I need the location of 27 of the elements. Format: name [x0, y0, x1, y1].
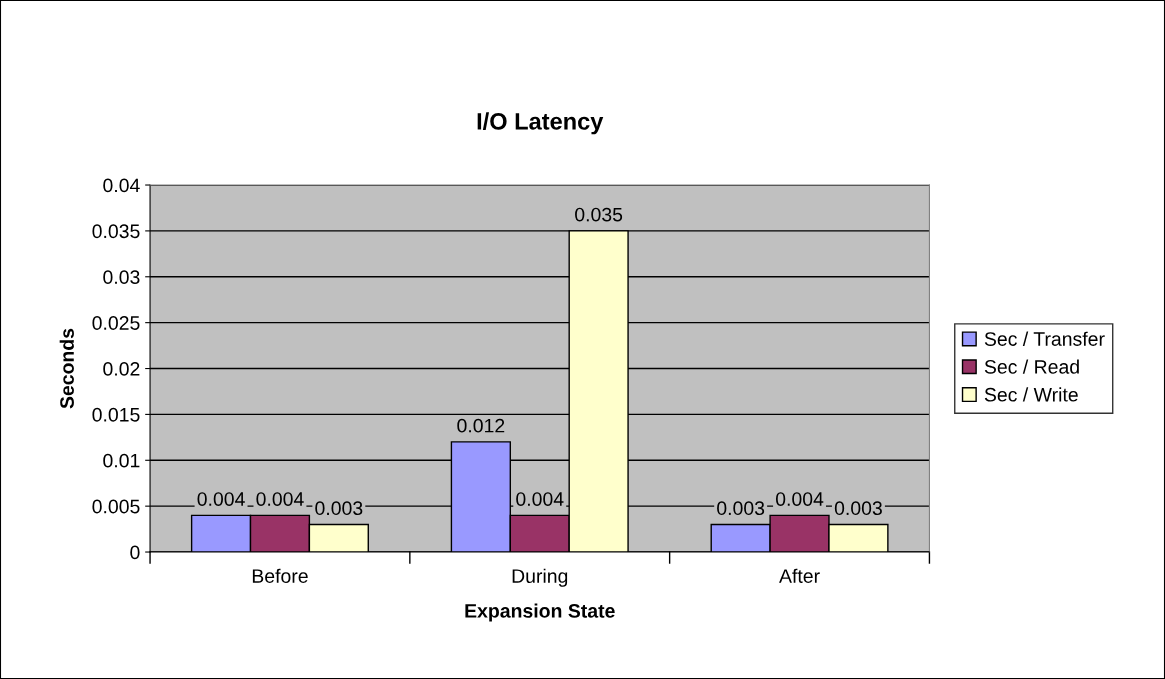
y-tick-label: 0.035 [92, 224, 140, 239]
legend-label: Sec / Read [984, 359, 1079, 374]
data-label: 0.004 [256, 492, 304, 506]
data-label: 0.035 [575, 207, 623, 222]
y-axis-title: Seconds [59, 328, 74, 409]
y-tick-label: 0.04 [103, 178, 140, 193]
y-tick-label: 0.02 [103, 362, 140, 376]
data-label: 0.003 [315, 501, 363, 516]
data-label: 0.012 [457, 418, 505, 433]
legend-label: Sec / Write [984, 387, 1078, 402]
y-tick-label: 0.005 [92, 499, 140, 514]
x-tick-label: During [512, 568, 568, 587]
data-label: 0.003 [717, 501, 765, 516]
y-tick-label: 0 [130, 545, 140, 560]
data-label: 0.004 [775, 492, 824, 506]
data-label: 0.004 [516, 492, 564, 506]
x-axis-title: Expansion State [465, 603, 615, 622]
y-tick-label: 0.025 [92, 316, 140, 330]
data-label: 0.004 [197, 492, 245, 506]
y-tick-label: 0.015 [92, 407, 140, 422]
y-tick-label: 0.03 [103, 270, 140, 285]
y-tick-label: 0.01 [103, 453, 140, 468]
x-tick-label: After [779, 568, 820, 583]
chart-title: I/O Latency [477, 112, 604, 135]
x-tick-label: Before [252, 568, 308, 583]
data-label: 0.003 [834, 501, 882, 516]
legend-label: Sec / Transfer [984, 331, 1105, 346]
